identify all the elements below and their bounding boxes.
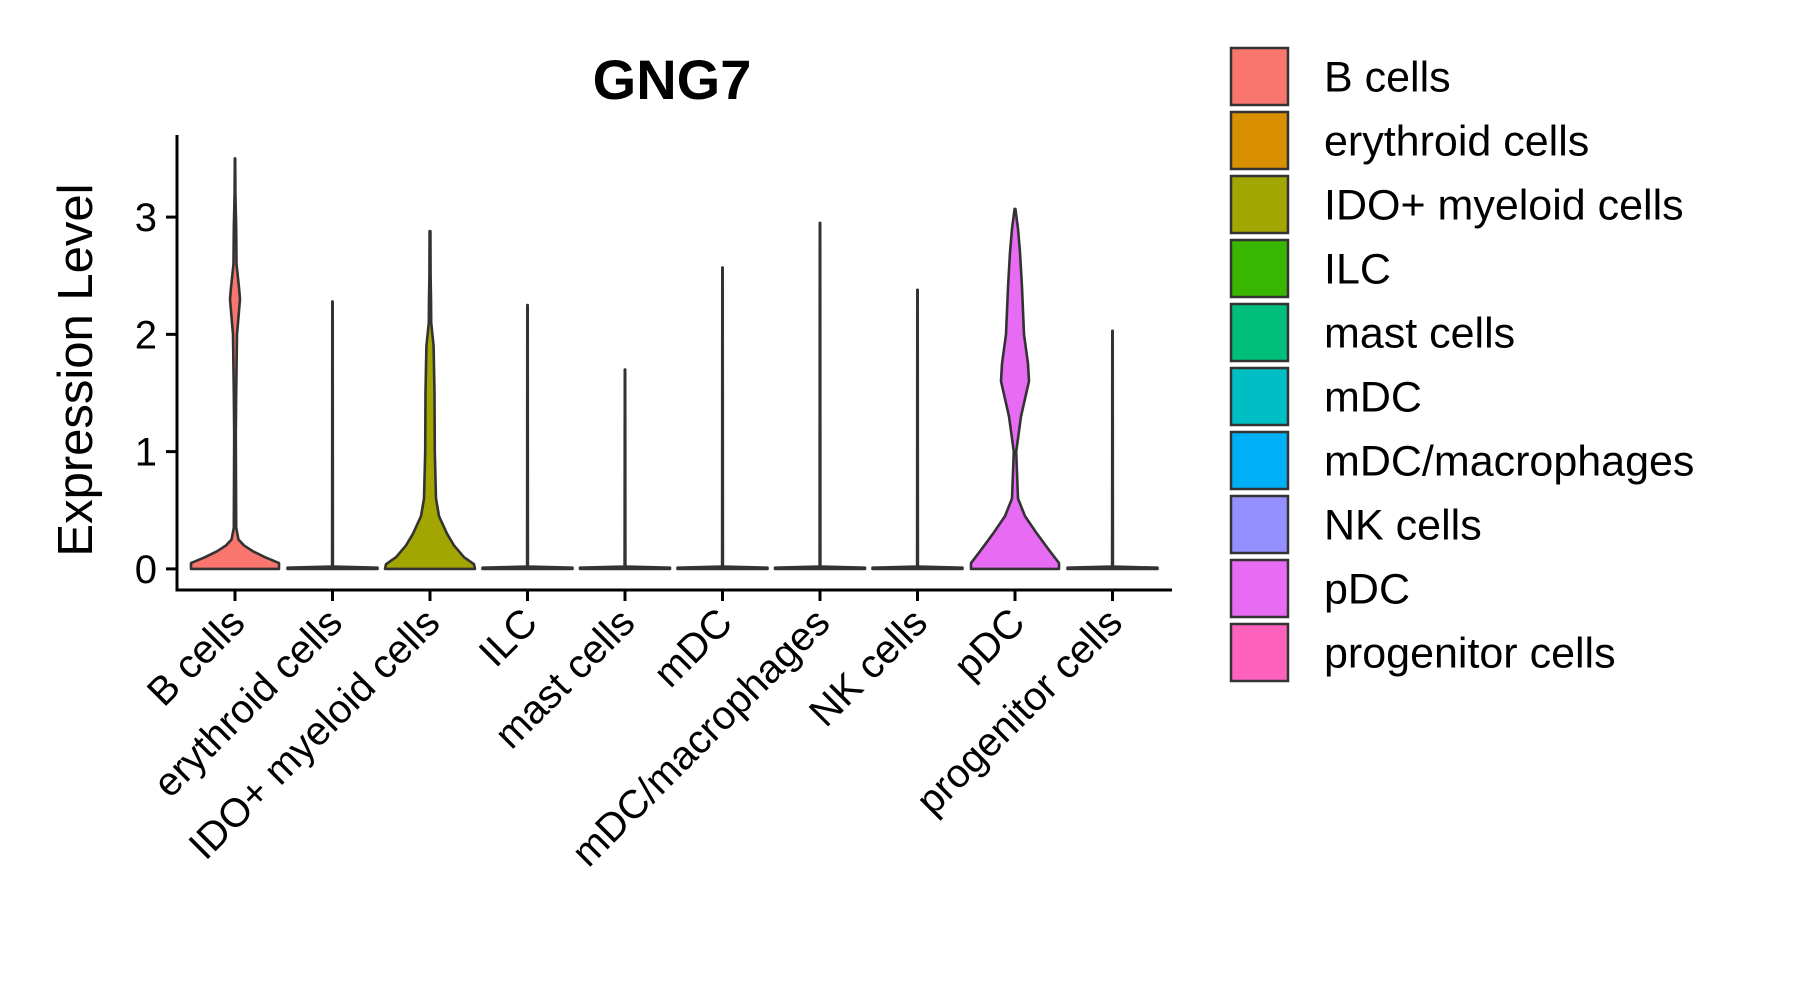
legend-key: [1229, 494, 1290, 555]
violin-mast-cells: [578, 368, 672, 571]
legend-label: erythroid cells: [1324, 118, 1589, 166]
violin-mdc: [676, 266, 769, 571]
y-tick-label: 0: [135, 548, 157, 592]
legend-key: [1229, 366, 1290, 427]
legend-label: NK cells: [1324, 502, 1482, 550]
legend-label: mDC: [1324, 374, 1422, 422]
x-tick-label: pDC: [946, 600, 1034, 688]
legend-label: ILC: [1324, 246, 1391, 294]
violin-pdc: [969, 207, 1061, 571]
legend-key: [1229, 430, 1290, 491]
legend-key: [1229, 558, 1290, 619]
legend-label: progenitor cells: [1324, 630, 1616, 678]
x-tick-label: ILC: [471, 600, 546, 675]
violin-nk-cells: [871, 288, 964, 571]
legend-label: B cells: [1324, 54, 1451, 102]
violin-ilc: [481, 303, 574, 571]
legend-key: [1229, 302, 1290, 363]
legend-key: [1229, 622, 1290, 683]
violin-erythroid-cells: [286, 300, 379, 571]
y-tick-label: 3: [135, 196, 157, 240]
violin-progenitor-cells: [1066, 329, 1159, 571]
violins-layer: [189, 157, 1159, 571]
y-axis-title: Expression Level: [49, 183, 103, 556]
violin-ido-myeloid-cells: [383, 229, 477, 571]
legend-label: pDC: [1324, 566, 1410, 614]
y-tick-label: 2: [135, 313, 157, 357]
legend-key: [1229, 46, 1290, 107]
legend: B cells erythroid cells IDO+ myeloid cells…: [1229, 46, 1694, 683]
legend-key: [1229, 238, 1290, 299]
y-tick-label: 1: [135, 431, 157, 475]
axes-layer: [175, 135, 1172, 592]
violin-mdc-macrophages: [773, 221, 867, 571]
violin-b-cells: [189, 157, 281, 571]
legend-key: [1229, 110, 1290, 171]
legend-key: [1229, 174, 1290, 235]
legend-label: mast cells: [1324, 310, 1515, 358]
legend-label: IDO+ myeloid cells: [1324, 182, 1684, 230]
chart-title: GNG7: [593, 48, 752, 111]
y-tick-labels: 0 1 2 3: [135, 196, 177, 592]
legend-label: mDC/macrophages: [1324, 438, 1694, 486]
